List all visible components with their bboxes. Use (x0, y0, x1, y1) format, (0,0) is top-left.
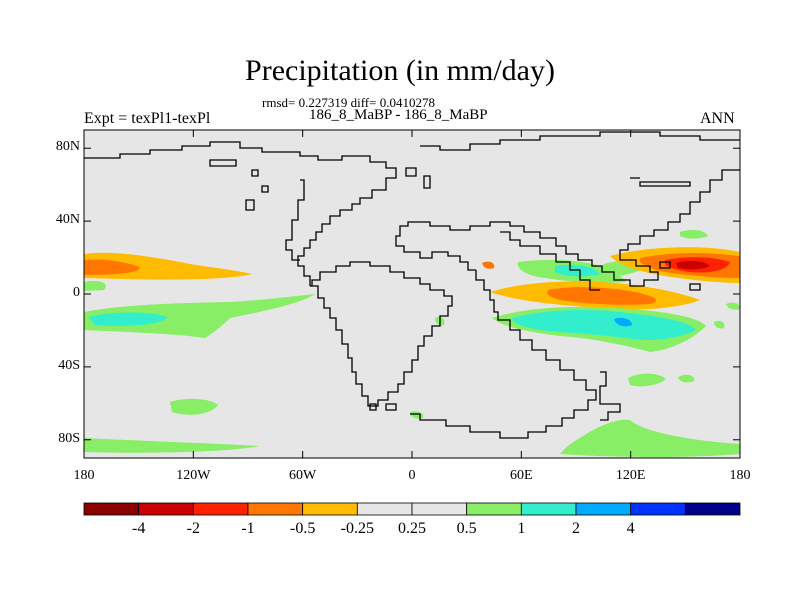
anomaly-south-pacific-patch (170, 398, 218, 415)
colorbar-label: 0.5 (456, 520, 477, 537)
anomaly-coral-patch (714, 320, 725, 329)
x-tick-label: 120W (176, 468, 211, 483)
season-label: ANN (700, 110, 735, 127)
colorbar-box (356, 502, 413, 516)
coast-asia-interior (630, 177, 691, 187)
coastlines (84, 131, 740, 439)
coast-south-america-tip (369, 403, 397, 411)
y-tick-label: 40S (58, 357, 80, 373)
colorbar-box (247, 502, 304, 516)
colorbar-box (466, 502, 522, 516)
coast-europe-asia-south (395, 169, 740, 287)
anomaly-india-cyan (555, 264, 600, 277)
colorbar-label: -2 (186, 520, 200, 537)
anomaly-pacific-east-patch (726, 302, 740, 310)
anomaly-south-indian-patch (628, 373, 666, 387)
coast-west-north-america (245, 169, 269, 211)
map-title: Precipitation (in mm/day) (245, 54, 555, 87)
anomaly-pacific-equator-pos (84, 280, 106, 291)
colorbar-box (83, 502, 140, 516)
y-tick-label: 80N (55, 139, 80, 155)
anomaly-pacific-south-core (88, 312, 168, 326)
anomaly-pacific-south-pos (84, 294, 315, 338)
anomaly-antarctic-east (560, 419, 740, 457)
coast-maritime (659, 261, 701, 291)
colorbar-label: -0.5 (289, 520, 316, 537)
anomaly-west-pacific-core (676, 260, 710, 270)
anomaly-south-pacific-west-patch (678, 374, 695, 383)
x-tick-label: 120E (615, 468, 646, 483)
coast-alaska (209, 159, 237, 167)
anomaly-southern-indian-blue (614, 317, 632, 327)
coast-india-arabia (500, 231, 600, 291)
expt-label: Expt = texPl1-texPl (84, 110, 211, 127)
colorbar-box (520, 502, 577, 516)
coast-greenland (405, 167, 431, 189)
anomaly-indian-ocean-red (547, 287, 657, 305)
colorbar-label: 2 (572, 520, 580, 537)
case-label: 186_8_MaBP - 186_8_MaBP (309, 107, 488, 123)
colorbar-box (302, 502, 358, 516)
x-tick-label: 60W (289, 468, 317, 483)
y-tick-label: 40N (55, 212, 80, 228)
coast-africa (410, 270, 597, 439)
colorbar-label: -1 (241, 520, 255, 537)
y-tick-label: 80S (58, 430, 80, 446)
colorbar-label: -4 (131, 520, 146, 537)
x-tick-label: 180 (729, 468, 751, 483)
x-tick-label: 0 (408, 468, 416, 483)
x-tick-label: 180 (73, 468, 95, 483)
colorbar-box (192, 502, 249, 516)
colorbar-box (684, 502, 741, 516)
anomaly-west-pacific-north-green (680, 229, 708, 239)
colorbar (83, 502, 741, 516)
anomaly-pacific-north-core (84, 259, 140, 275)
coast-north-america (84, 141, 397, 286)
colorbar-box (575, 502, 632, 516)
colorbar-label: 0.25 (398, 520, 426, 537)
x-tick-label: 60E (510, 468, 533, 483)
coast-eurasia (420, 131, 740, 151)
axis-ticks (83, 130, 741, 458)
stats-label: rmsd= 0.227319 diff= 0.0410278 (262, 95, 435, 110)
anomaly-atlantic-north-patch (482, 261, 495, 269)
coast-south-america (310, 261, 453, 407)
colorbar-label: -0.25 (340, 520, 374, 537)
anomaly-southern-indian-cyan (512, 310, 696, 340)
colorbar-label: 1 (517, 520, 526, 537)
anomaly-fields (84, 229, 740, 457)
colorbar-box (630, 502, 686, 516)
anomaly-antarctic-west (84, 438, 260, 453)
coast-southern-ocean (599, 371, 621, 421)
coast-mexico (285, 179, 305, 261)
colorbar-box (411, 502, 468, 516)
colorbar-box (138, 502, 194, 516)
y-tick-label: 0 (73, 285, 80, 300)
colorbar-label: 4 (626, 520, 635, 537)
